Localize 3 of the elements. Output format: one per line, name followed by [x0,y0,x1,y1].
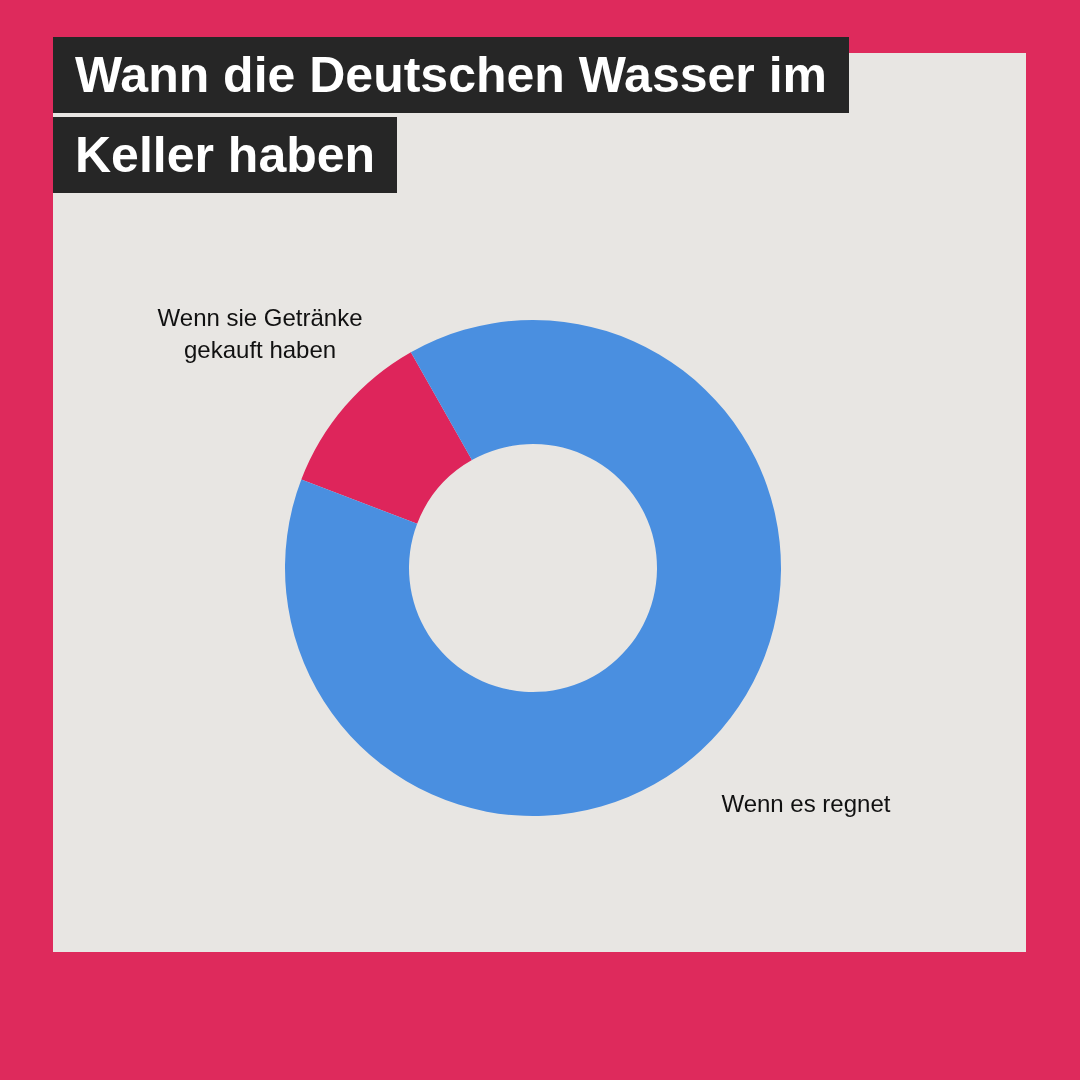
slice-label: Wenn es regnet [721,789,891,817]
chart-title: Wann die Deutschen Wasser im Keller haben [53,37,850,193]
slice-label: Wenn sie Getränke gekauft haben [157,303,363,363]
